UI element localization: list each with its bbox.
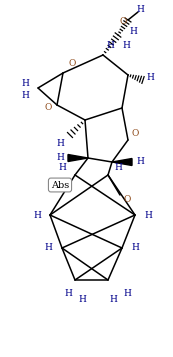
Text: H: H <box>106 40 114 50</box>
Text: H: H <box>123 288 131 297</box>
Text: H: H <box>146 74 154 82</box>
Text: Abs: Abs <box>51 181 69 190</box>
Text: H: H <box>129 27 137 36</box>
Text: H: H <box>44 243 52 252</box>
Text: O: O <box>44 104 52 112</box>
Polygon shape <box>68 155 88 161</box>
Text: H: H <box>21 79 29 87</box>
Text: H: H <box>64 288 72 297</box>
Text: H: H <box>33 211 41 220</box>
Text: O: O <box>68 59 76 67</box>
Text: H: H <box>136 5 144 15</box>
Text: H: H <box>21 91 29 100</box>
Text: O: O <box>119 16 127 25</box>
Text: H: H <box>56 139 64 147</box>
Text: H: H <box>131 243 139 252</box>
Text: H: H <box>122 40 130 50</box>
Text: O: O <box>123 196 131 205</box>
Text: H: H <box>136 157 144 166</box>
Text: H: H <box>56 154 64 162</box>
Text: H: H <box>58 164 66 172</box>
Text: H: H <box>109 296 117 305</box>
Text: H: H <box>144 211 152 220</box>
Polygon shape <box>112 159 132 166</box>
Text: H: H <box>78 296 86 305</box>
Text: H: H <box>114 164 122 172</box>
Text: O: O <box>131 129 139 137</box>
